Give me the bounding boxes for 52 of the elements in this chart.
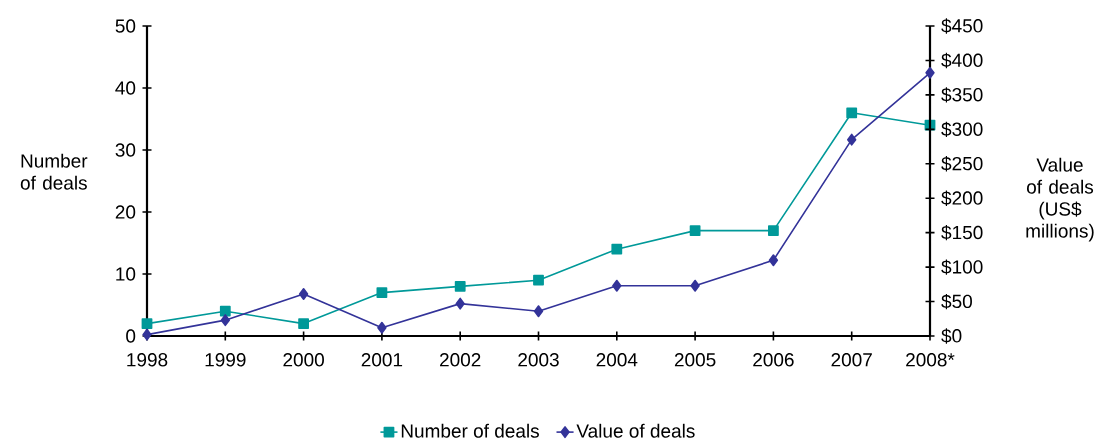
y2-tick-label: $0 — [941, 328, 962, 344]
x-tick-label: 2001 — [361, 352, 403, 367]
point — [612, 279, 622, 292]
point — [689, 225, 701, 236]
x-tick-label: 2007 — [831, 352, 872, 367]
y2-tick-label: $150 — [941, 224, 983, 241]
y2-axis-title: Value of deals (US$ millions) — [1026, 157, 1094, 242]
point — [690, 279, 700, 292]
y2-tick-label: $350 — [941, 87, 983, 103]
point — [376, 287, 388, 298]
y2-tick-label: $250 — [941, 155, 983, 172]
point — [925, 66, 935, 79]
y2-tick-label: $300 — [941, 121, 983, 137]
point — [768, 225, 779, 236]
y2-tick-label: $450 — [941, 18, 983, 34]
x-tick-label: 2006 — [753, 352, 794, 367]
point — [220, 313, 230, 326]
point — [768, 254, 779, 267]
point — [142, 328, 152, 341]
x-tick-label: 2002 — [440, 352, 481, 367]
x-tick-label: 1999 — [205, 352, 246, 367]
x-tick-label: 1998 — [127, 352, 168, 367]
point — [533, 274, 544, 286]
point — [846, 107, 858, 118]
point — [455, 297, 465, 310]
y2-tick-label: $400 — [941, 52, 983, 68]
point — [141, 318, 153, 329]
point — [219, 305, 231, 317]
x-tick-label: 2008* — [906, 352, 955, 367]
y-tick-label: 0 — [126, 329, 136, 343]
legend-label: Value of deals — [576, 423, 695, 438]
point — [377, 321, 387, 334]
y2-tick-label: $200 — [941, 190, 983, 206]
y-tick-label: 30 — [115, 143, 136, 157]
point — [847, 133, 857, 146]
y-axis-title: Number of deals — [20, 153, 88, 190]
x-tick-label: 2004 — [596, 352, 638, 367]
x-tick-label: 2005 — [674, 352, 716, 367]
y2-tick-label: $100 — [941, 259, 983, 275]
legend-label: Number of deals — [401, 423, 539, 438]
y-tick-label: 40 — [115, 81, 136, 95]
point — [533, 305, 544, 317]
x-tick-label: 2003 — [518, 352, 559, 367]
point — [298, 287, 309, 300]
y2-tick-label: $50 — [941, 293, 972, 310]
point — [611, 243, 623, 255]
x-tick-label: 2000 — [283, 352, 324, 367]
y-tick-label: 10 — [116, 267, 136, 281]
y-tick-label: 50 — [115, 19, 136, 33]
point — [298, 318, 309, 329]
point — [454, 280, 466, 292]
y-tick-label: 20 — [115, 205, 136, 219]
